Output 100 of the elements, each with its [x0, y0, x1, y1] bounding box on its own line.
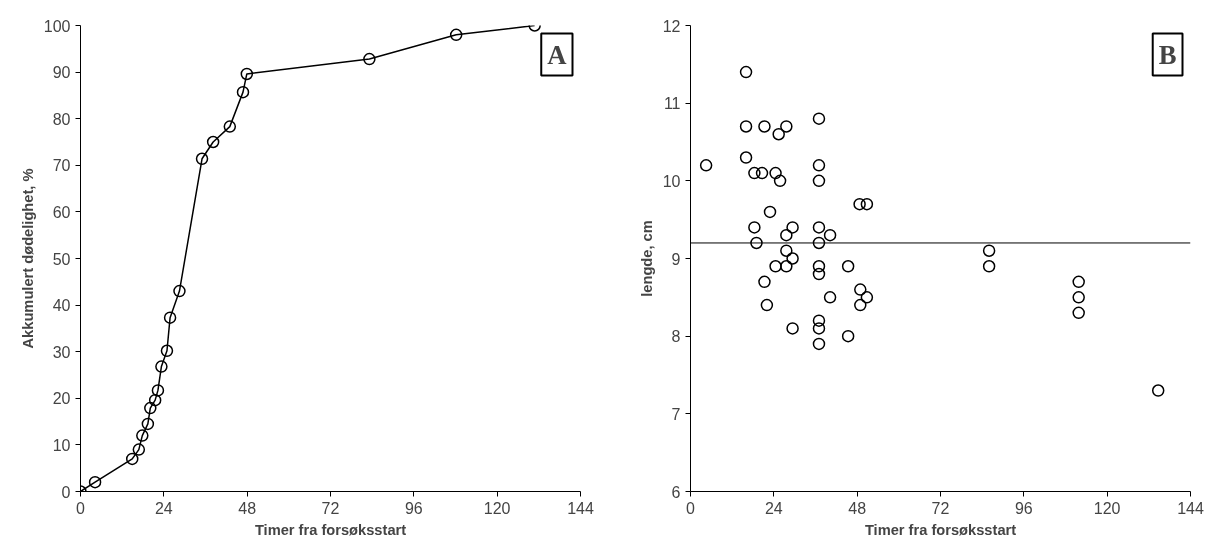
- y-tick-label: 10: [52, 436, 71, 454]
- point: [786, 322, 799, 335]
- point: [860, 197, 874, 211]
- point: [240, 67, 254, 81]
- point: [148, 393, 162, 407]
- y-tick-label: 12: [662, 17, 681, 35]
- point: [812, 314, 826, 327]
- point: [812, 322, 826, 335]
- point: [860, 291, 874, 304]
- point: [699, 159, 713, 172]
- x-tick-label: 120: [1093, 499, 1121, 517]
- x-tick-label: 24: [764, 499, 783, 517]
- annotation: B: [1158, 39, 1177, 70]
- x-axis-title: Timer fra forsøksstart: [864, 521, 1017, 538]
- point: [748, 221, 761, 234]
- point: [1072, 275, 1085, 289]
- point: [823, 228, 837, 242]
- point: [750, 236, 763, 250]
- point: [758, 275, 771, 289]
- point: [769, 166, 782, 180]
- point: [763, 205, 777, 219]
- point: [151, 384, 165, 397]
- y-tick-label: 6: [671, 483, 681, 501]
- x-tick-label: 24: [154, 499, 173, 517]
- point: [160, 344, 174, 358]
- point: [841, 260, 855, 273]
- y-tick-label: 70: [52, 157, 71, 175]
- y-tick-label: 50: [52, 250, 71, 268]
- point: [173, 284, 186, 298]
- y-tick-label: 9: [671, 250, 681, 268]
- point: [739, 120, 753, 133]
- point: [748, 166, 761, 180]
- point: [780, 260, 793, 273]
- point: [812, 337, 826, 351]
- point: [132, 443, 146, 456]
- annotation: A: [547, 39, 568, 70]
- point: [812, 236, 826, 250]
- point: [1072, 306, 1085, 320]
- x-tick-label: 96: [404, 499, 423, 517]
- y-tick-label: 7: [671, 405, 681, 423]
- point: [223, 120, 237, 133]
- point: [758, 120, 771, 133]
- y-axis-title: Akkumulert dødelighet, %: [19, 168, 36, 349]
- point: [449, 28, 463, 42]
- point: [854, 298, 867, 312]
- point: [841, 329, 855, 343]
- point: [982, 260, 996, 273]
- y-tick-label: 10: [662, 172, 681, 190]
- point: [812, 174, 826, 188]
- point: [812, 112, 826, 125]
- point: [854, 283, 867, 296]
- point: [823, 291, 837, 304]
- y-tick-label: 30: [52, 343, 71, 361]
- y-tick-label: 80: [52, 110, 71, 128]
- x-tick-label: 72: [321, 499, 340, 517]
- y-tick-label: 90: [52, 64, 71, 82]
- x-tick-label: 120: [483, 499, 511, 517]
- point: [772, 127, 785, 141]
- point: [755, 166, 769, 180]
- point: [812, 221, 826, 234]
- point: [739, 65, 753, 79]
- x-tick-label: 48: [238, 499, 257, 517]
- x-tick-label: 0: [686, 499, 696, 517]
- point: [982, 244, 996, 257]
- x-tick-label: 72: [931, 499, 950, 517]
- point: [786, 252, 799, 265]
- point: [780, 228, 793, 242]
- point: [812, 260, 826, 273]
- point: [739, 151, 753, 164]
- x-tick-label: 96: [1014, 499, 1033, 517]
- point: [780, 244, 793, 257]
- point: [780, 120, 793, 133]
- x-tick-label: 144: [1177, 499, 1204, 517]
- point: [88, 475, 102, 489]
- point: [1072, 291, 1085, 304]
- point: [141, 417, 155, 431]
- point: [1151, 384, 1165, 397]
- point: [195, 152, 209, 166]
- x-tick-label: 0: [76, 499, 86, 517]
- y-tick-label: 20: [52, 390, 71, 408]
- x-tick-label: 144: [567, 499, 594, 517]
- point: [786, 221, 799, 234]
- point: [163, 311, 177, 324]
- point: [769, 260, 782, 273]
- point: [812, 159, 826, 172]
- y-axis-title: lengde, cm: [638, 220, 655, 297]
- point: [363, 52, 376, 66]
- y-tick-label: 100: [43, 17, 71, 35]
- y-tick-label: 60: [52, 203, 71, 221]
- point: [812, 267, 826, 281]
- x-tick-label: 48: [848, 499, 867, 517]
- point: [144, 401, 157, 415]
- point: [236, 85, 250, 99]
- point: [760, 298, 774, 312]
- y-tick-label: 8: [671, 328, 681, 346]
- point: [125, 452, 139, 466]
- point: [773, 174, 787, 188]
- y-tick-label: 40: [52, 297, 71, 315]
- x-axis-title: Timer fra forsøksstart: [254, 521, 407, 538]
- y-tick-label: 0: [61, 483, 71, 501]
